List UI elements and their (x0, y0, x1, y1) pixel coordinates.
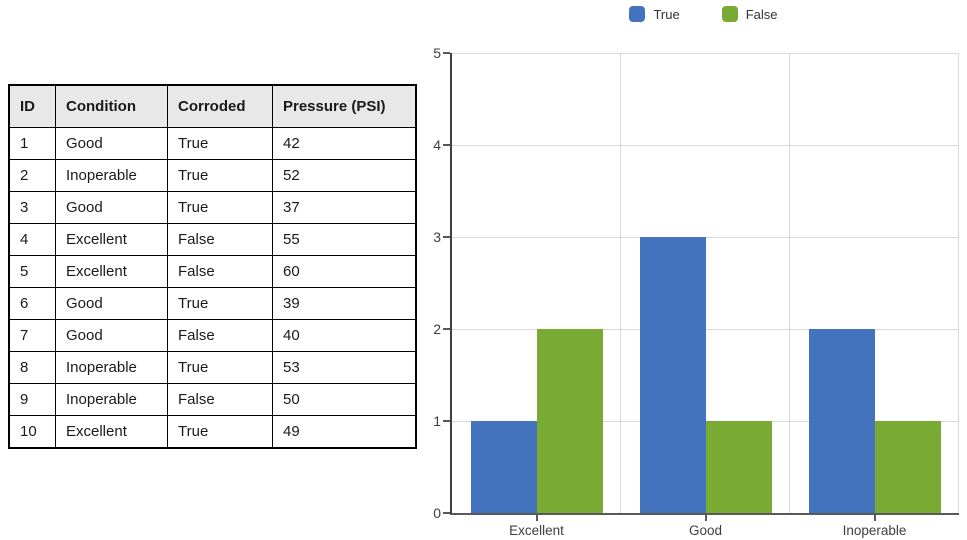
table-row: 4 Excellent False 55 (8, 223, 417, 256)
table-row: 10 Excellent True 49 (8, 415, 417, 449)
y-axis-label: 1 (433, 413, 441, 429)
table-cell: 8 (8, 351, 56, 384)
table-cell: Excellent (55, 223, 168, 256)
chart-legend: True False (450, 6, 957, 22)
gridline-horizontal (452, 329, 959, 330)
table-cell: 49 (272, 415, 417, 449)
table-cell: True (167, 351, 273, 384)
column-header-corroded: Corroded (167, 84, 273, 128)
table-row: 7 Good False 40 (8, 319, 417, 352)
table-cell: Good (55, 287, 168, 320)
legend-label-false: False (745, 6, 778, 22)
gridline-horizontal (452, 145, 959, 146)
gridline-vertical (789, 53, 790, 513)
y-axis-label: 0 (433, 505, 441, 521)
legend-swatch-true-icon (629, 6, 646, 22)
table-cell: Excellent (55, 255, 168, 288)
y-axis-tick (443, 512, 450, 514)
table-cell: True (167, 287, 273, 320)
gridline-horizontal (452, 237, 959, 238)
legend-swatch-false-icon (721, 6, 738, 22)
pipes-data-table: ID Condition Corroded Pressure (PSI) 1 Go… (8, 84, 417, 449)
x-axis-label: Excellent (509, 523, 564, 538)
table-row: 6 Good True 39 (8, 287, 417, 320)
table-cell: 3 (8, 191, 56, 224)
x-axis-label: Inoperable (842, 523, 907, 538)
table-cell: 7 (8, 319, 56, 352)
y-axis-tick (443, 420, 450, 422)
x-axis-tick (535, 515, 538, 521)
legend-label-true: True (653, 6, 680, 22)
table-row: 5 Excellent False 60 (8, 255, 417, 288)
table-cell: False (167, 255, 273, 288)
bar-true-inoperable (808, 329, 875, 513)
table-cell: 40 (272, 319, 417, 352)
column-header-id: ID (8, 84, 56, 128)
table-cell: 9 (8, 383, 56, 416)
gridline-vertical (620, 53, 621, 513)
y-axis-label: 3 (433, 229, 441, 245)
table-cell: True (167, 159, 273, 192)
legend-item-false: False (721, 6, 778, 22)
table-row: 9 Inoperable False 50 (8, 383, 417, 416)
table-cell: 10 (8, 415, 56, 449)
plot-area: 0 1 2 3 4 5 Excellent Good Inoperable (433, 45, 959, 538)
column-header-condition: Condition (55, 84, 168, 128)
y-axis-label: 5 (433, 45, 441, 61)
bar-true-excellent (470, 421, 537, 513)
table-cell: Inoperable (55, 383, 168, 416)
table-cell: 53 (272, 351, 417, 384)
table-cell: 42 (272, 127, 417, 160)
table-cell: 5 (8, 255, 56, 288)
y-axis-tick (443, 328, 450, 330)
table-cell: Excellent (55, 415, 168, 449)
table-cell: Good (55, 191, 168, 224)
table-row: 1 Good True 42 (8, 127, 417, 160)
table-cell: 6 (8, 287, 56, 320)
table-cell: False (167, 223, 273, 256)
bar-false-inoperable (874, 421, 941, 513)
y-axis-label: 4 (433, 137, 441, 153)
legend-item-true: True (629, 6, 680, 22)
table-cell: 2 (8, 159, 56, 192)
y-axis-label: 2 (433, 321, 441, 337)
table-cell: True (167, 415, 273, 449)
table-cell: True (167, 191, 273, 224)
table-row: 8 Inoperable True 53 (8, 351, 417, 384)
table-cell: 1 (8, 127, 56, 160)
bar-true-good (639, 237, 706, 513)
table-cell: Inoperable (55, 351, 168, 384)
bar-false-excellent (536, 329, 603, 513)
table-cell: 52 (272, 159, 417, 192)
gridline-vertical (958, 53, 959, 513)
column-header-pressure: Pressure (PSI) (272, 84, 417, 128)
y-axis-tick (443, 236, 450, 238)
table-cell: Good (55, 127, 168, 160)
table-header-row: ID Condition Corroded Pressure (PSI) (8, 84, 417, 128)
table-cell: 37 (272, 191, 417, 224)
gridline-horizontal (452, 53, 959, 54)
table-cell: 55 (272, 223, 417, 256)
grouped-bar-chart: True False 0 1 2 3 4 5 Excellent Good Inoperable (420, 0, 967, 540)
y-axis-tick (443, 52, 450, 54)
table-cell: Good (55, 319, 168, 352)
table-row: 3 Good True 37 (8, 191, 417, 224)
x-axis-tick (873, 515, 876, 521)
x-axis-tick (704, 515, 707, 521)
table-cell: True (167, 127, 273, 160)
y-axis-tick (443, 144, 450, 146)
table-row: 2 Inoperable True 52 (8, 159, 417, 192)
table-cell: 60 (272, 255, 417, 288)
table-cell: False (167, 319, 273, 352)
table-cell: 39 (272, 287, 417, 320)
table-cell: 4 (8, 223, 56, 256)
table-cell: 50 (272, 383, 417, 416)
table-cell: False (167, 383, 273, 416)
bar-false-good (705, 421, 772, 513)
table-body: 1 Good True 42 2 Inoperable True 52 3 Good True 37 4… (8, 127, 417, 449)
table-cell: Inoperable (55, 159, 168, 192)
x-axis-label: Good (688, 523, 723, 538)
